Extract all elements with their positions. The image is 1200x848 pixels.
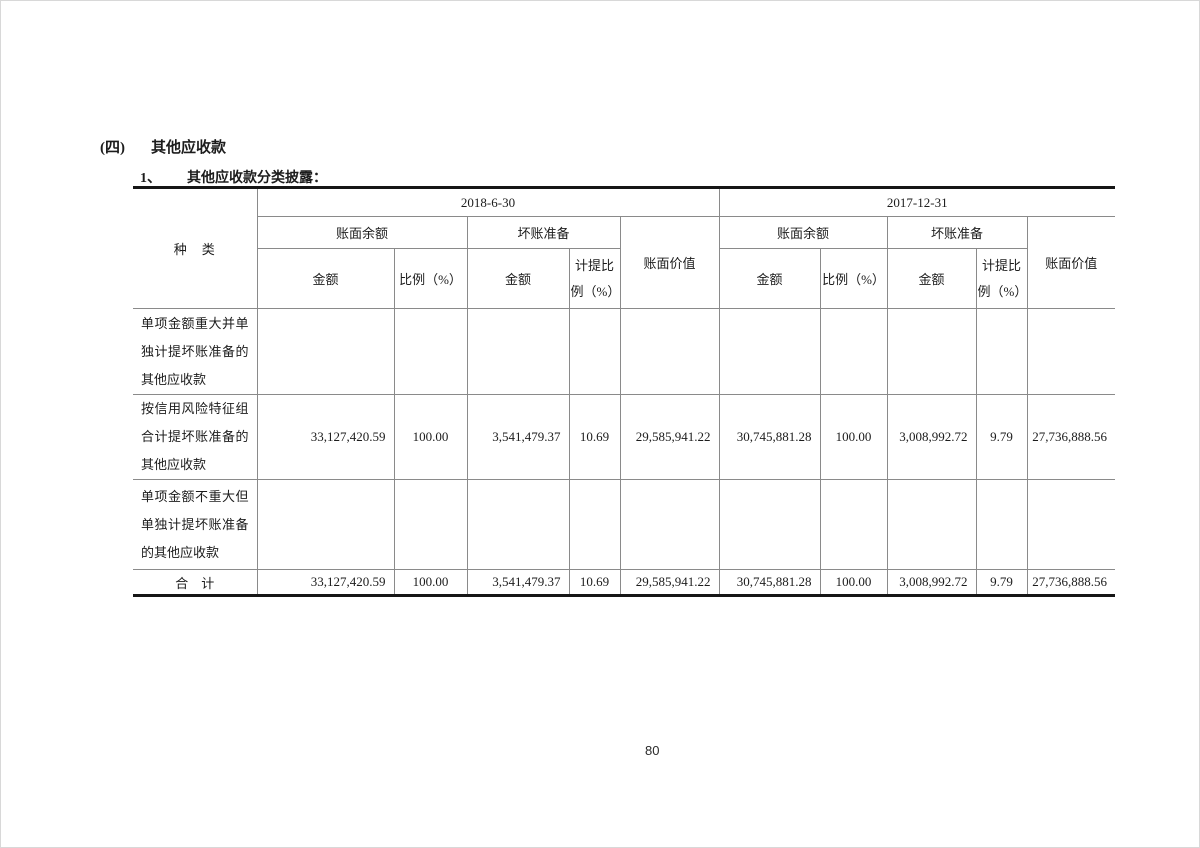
other-receivables-classification-table: 种 类 2018-6-30 2017-12-31 账面余额 坏账准备 账面价值 … <box>132 186 1116 597</box>
table-cell: 3,541,479.37 <box>466 394 570 480</box>
table-cell: 30,745,881.28 <box>718 394 821 480</box>
total-row-label: 合 计 <box>132 569 258 596</box>
table-cell: 3,541,479.37 <box>466 569 570 596</box>
table-cell <box>393 308 468 395</box>
header-book-value-2017: 账面价值 <box>1026 216 1116 309</box>
header-book-balance-2017: 账面余额 <box>718 216 888 249</box>
sub-heading: 1、 其他应收款分类披露： <box>140 167 327 187</box>
table-cell: 27,736,888.56 <box>1026 569 1116 596</box>
section-heading-title: 其他应收款 <box>151 140 227 156</box>
sub-heading-title: 其他应收款分类披露： <box>187 171 327 186</box>
header-period-2017: 2017-12-31 <box>718 187 1116 217</box>
table-cell <box>886 308 977 395</box>
table-cell <box>393 479 468 570</box>
table-total-row: 合 计 33,127,420.59 100.00 3,541,479.37 10… <box>132 569 1116 596</box>
table-cell <box>466 308 570 395</box>
table-cell: 27,736,888.56 <box>1026 394 1116 480</box>
table-cell <box>819 479 888 570</box>
table-cell <box>466 479 570 570</box>
table-cell: 33,127,420.59 <box>256 569 395 596</box>
table-row: 按信用风险特征组合计提坏账准备的其他应收款 33,127,420.59 100.… <box>132 394 1116 480</box>
table-cell <box>975 308 1028 395</box>
table-cell <box>619 479 720 570</box>
table-cell: 100.00 <box>819 394 888 480</box>
header-ratio-2017: 比例（%） <box>819 248 888 309</box>
table-cell <box>256 308 395 395</box>
sub-heading-number: 1、 <box>140 171 161 186</box>
table-cell: 100.00 <box>393 394 468 480</box>
table-cell <box>1026 479 1116 570</box>
header-period-2018: 2018-6-30 <box>256 187 720 217</box>
header-row-columns: 金额 比例（%） 金额 计提比例（%） 金额 比例（%） 金额 计提比例（%） <box>133 248 1115 309</box>
header-provision-ratio-2018: 计提比例（%） <box>568 248 621 309</box>
page-number: 80 <box>645 743 660 758</box>
row-label: 按信用风险特征组合计提坏账准备的其他应收款 <box>132 394 258 480</box>
header-book-value-2018: 账面价值 <box>619 216 720 309</box>
header-amount-provision-2018: 金额 <box>466 248 570 309</box>
header-book-balance-2018: 账面余额 <box>256 216 468 249</box>
header-category: 种 类 <box>132 187 258 309</box>
table-cell <box>568 308 621 395</box>
header-bad-debt-provision-2018: 坏账准备 <box>466 216 621 249</box>
table-cell: 29,585,941.22 <box>619 569 720 596</box>
table-cell <box>1026 308 1116 395</box>
table-cell <box>619 308 720 395</box>
table-cell: 3,008,992.72 <box>886 394 977 480</box>
header-amount-balance-2018: 金额 <box>256 248 395 309</box>
table-cell: 29,585,941.22 <box>619 394 720 480</box>
table-cell: 3,008,992.72 <box>886 569 977 596</box>
section-heading-number: (四) <box>100 140 125 156</box>
header-ratio-2018: 比例（%） <box>393 248 468 309</box>
table-row: 单项金额不重大但单独计提坏账准备的其他应收款 <box>132 479 1116 570</box>
table-cell: 10.69 <box>568 394 621 480</box>
header-row-periods: 种 类 2018-6-30 2017-12-31 <box>132 187 1116 309</box>
header-row-groups: 账面余额 坏账准备 账面价值 账面余额 坏账准备 账面价值 <box>133 216 1116 309</box>
section-heading: (四) 其他应收款 <box>100 136 226 157</box>
table-cell <box>718 308 821 395</box>
table-cell <box>256 479 395 570</box>
row-label: 单项金额重大并单独计提坏账准备的其他应收款 <box>132 308 258 395</box>
header-provision-ratio-2017: 计提比例（%） <box>975 248 1028 309</box>
header-bad-debt-provision-2017: 坏账准备 <box>886 216 1028 249</box>
table-cell: 30,745,881.28 <box>718 569 821 596</box>
table-row: 单项金额重大并单独计提坏账准备的其他应收款 <box>132 308 1116 395</box>
table-cell: 9.79 <box>975 569 1028 596</box>
table-cell <box>975 479 1028 570</box>
table-cell: 100.00 <box>393 569 468 596</box>
table-cell <box>819 308 888 395</box>
header-amount-balance-2017: 金额 <box>718 248 821 309</box>
table-cell: 100.00 <box>819 569 888 596</box>
table-cell <box>886 479 977 570</box>
header-amount-provision-2017: 金额 <box>886 248 977 309</box>
table-cell <box>568 479 621 570</box>
table-cell: 10.69 <box>568 569 621 596</box>
table-cell <box>718 479 821 570</box>
table-cell: 33,127,420.59 <box>256 394 395 480</box>
row-label: 单项金额不重大但单独计提坏账准备的其他应收款 <box>132 479 258 570</box>
table-cell: 9.79 <box>975 394 1028 480</box>
